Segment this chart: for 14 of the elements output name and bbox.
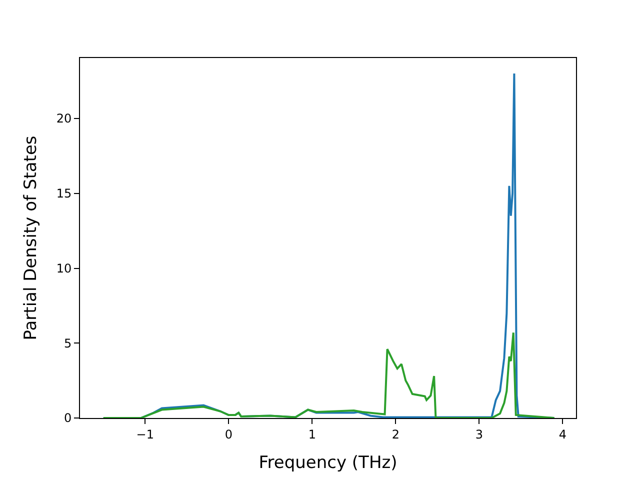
y-tick-label: 5 (64, 336, 72, 350)
y-tick-label: 20 (56, 112, 72, 126)
y-tick-label: 10 (56, 261, 72, 276)
y-tick-label: 15 (56, 186, 72, 201)
y-tick-label: 0 (64, 411, 72, 426)
x-tick-label: 0 (224, 427, 232, 442)
x-tick-label: 1 (308, 427, 316, 442)
x-tick-label: 3 (475, 427, 483, 442)
x-tick-label: 4 (558, 427, 566, 442)
line-series (102, 332, 556, 418)
y-axis-title: Partial Density of States (20, 136, 41, 340)
x-tick-label: −1 (136, 427, 154, 442)
x-tick-label: 2 (392, 427, 400, 442)
x-axis-title: Frequency (THz) (258, 452, 398, 473)
